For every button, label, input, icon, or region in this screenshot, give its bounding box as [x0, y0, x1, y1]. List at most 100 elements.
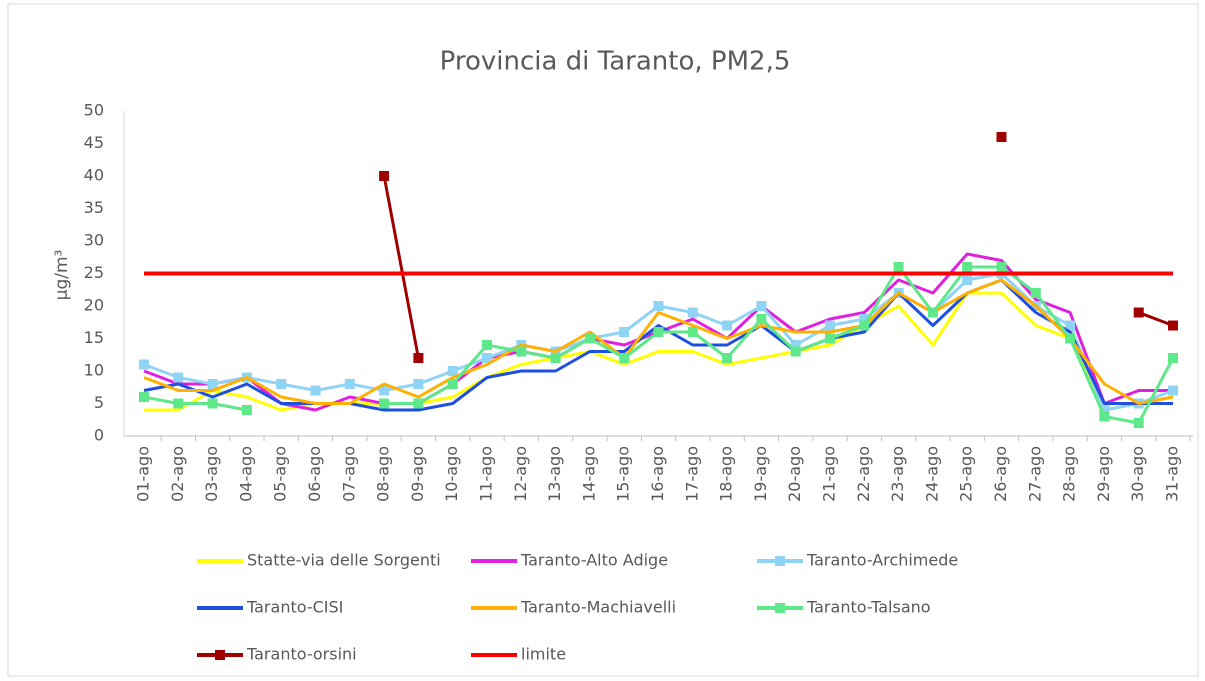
x-tick-label: 06-ago	[305, 446, 324, 502]
series-marker	[927, 307, 938, 318]
series-marker	[1099, 405, 1110, 415]
series-marker	[241, 405, 252, 415]
x-tick-label: 21-ago	[820, 446, 839, 502]
series-line	[143, 278, 1174, 405]
y-tick-label: 15	[84, 328, 104, 347]
x-tick-label: 09-ago	[408, 446, 427, 502]
y-tick-label: 40	[84, 166, 104, 185]
legend-label: Taranto-Machiavelli	[520, 598, 676, 617]
series-marker	[1168, 353, 1178, 363]
series-marker	[962, 275, 973, 285]
series-marker	[893, 262, 904, 272]
series-marker	[207, 398, 218, 409]
x-tick-label: 14-ago	[579, 446, 598, 502]
x-tick-label: 29-ago	[1094, 446, 1113, 502]
x-tick-label: 31-ago	[1163, 446, 1182, 502]
y-tick-label: 10	[84, 361, 104, 380]
series-marker	[790, 346, 801, 357]
legend-label: limite	[521, 645, 566, 664]
series-marker	[996, 132, 1007, 142]
series-marker	[1099, 411, 1110, 422]
y-tick-label: 30	[84, 231, 104, 250]
x-tick-label: 18-ago	[717, 446, 736, 502]
x-tick-label: 07-ago	[339, 446, 358, 502]
series-marker	[996, 262, 1007, 272]
x-tick-label: 02-ago	[168, 446, 187, 502]
series-marker	[619, 353, 630, 363]
series-marker	[1065, 333, 1076, 344]
series-marker	[1168, 385, 1178, 396]
series-marker	[379, 171, 390, 181]
series-marker	[653, 301, 664, 311]
y-tick-label: 50	[84, 101, 104, 120]
x-tick-label: 17-ago	[682, 446, 701, 502]
series-marker	[516, 346, 527, 357]
x-tick-label: 26-ago	[991, 446, 1010, 502]
x-tick-label: 27-ago	[1025, 446, 1044, 502]
series-marker	[550, 353, 561, 363]
series-marker	[310, 385, 321, 396]
series-marker	[1133, 307, 1144, 318]
series-marker	[139, 359, 149, 370]
series-marker	[619, 327, 630, 337]
series-marker	[379, 398, 390, 409]
y-tick-label: 0	[94, 426, 104, 445]
series-marker	[413, 398, 424, 409]
series-marker	[825, 333, 835, 344]
series-marker	[173, 372, 184, 383]
x-tick-label: 12-ago	[511, 446, 530, 502]
series-marker	[139, 392, 149, 402]
series-marker	[653, 327, 664, 337]
x-tick-label: 24-ago	[922, 446, 941, 502]
x-tick-label: 04-ago	[236, 446, 255, 502]
series-marker	[687, 307, 698, 318]
x-tick-label: 01-ago	[134, 446, 153, 502]
y-tick-label: 45	[84, 133, 104, 152]
chart-title: Provincia di Taranto, PM2,5	[440, 47, 791, 77]
series-marker	[687, 327, 698, 337]
series-marker	[756, 314, 767, 324]
series-marker	[722, 320, 733, 331]
series-marker	[344, 379, 355, 389]
series-marker	[1065, 320, 1076, 331]
legend-marker	[775, 556, 785, 566]
series-marker	[790, 340, 801, 350]
series-marker	[859, 320, 870, 331]
x-tick-label: 11-ago	[477, 446, 496, 502]
x-tick-label: 13-ago	[545, 446, 564, 502]
y-tick-label: 35	[84, 198, 104, 217]
x-tick-label: 16-ago	[648, 446, 667, 502]
x-tick-label: 25-ago	[957, 446, 976, 502]
series-marker	[1168, 320, 1178, 331]
series-line	[143, 265, 1175, 425]
series-marker	[413, 353, 424, 363]
series-marker	[482, 340, 492, 350]
series-marker	[173, 398, 184, 409]
legend-label: Statte-via delle Sorgenti	[247, 551, 441, 570]
series-marker	[276, 379, 287, 389]
y-tick-label: 25	[84, 263, 104, 282]
series-marker	[413, 379, 424, 389]
x-tick-label: 28-ago	[1060, 446, 1079, 502]
x-tick-label: 30-ago	[1128, 446, 1147, 502]
y-tick-label: 5	[94, 393, 104, 412]
series-line	[382, 175, 1174, 359]
legend-label: Taranto-Archimede	[806, 551, 958, 570]
x-tick-label: 05-ago	[271, 446, 290, 502]
series-marker	[1133, 418, 1144, 428]
x-tick-label: 10-ago	[442, 446, 461, 502]
legend-label: Taranto-Talsano	[806, 598, 931, 617]
series-marker	[482, 353, 492, 363]
legend-label: Taranto-Alto Adige	[520, 551, 668, 570]
legend-marker	[215, 650, 225, 660]
legend-marker	[775, 603, 785, 613]
x-tick-label: 19-ago	[751, 446, 770, 502]
series-marker	[1030, 288, 1041, 298]
series-marker	[584, 333, 595, 344]
x-tick-label: 15-ago	[614, 446, 633, 502]
y-axis-label: µg/m³	[52, 250, 72, 301]
x-tick-label: 03-ago	[202, 446, 221, 502]
series-marker	[825, 320, 835, 331]
legend-label: Taranto-orsini	[246, 645, 357, 664]
